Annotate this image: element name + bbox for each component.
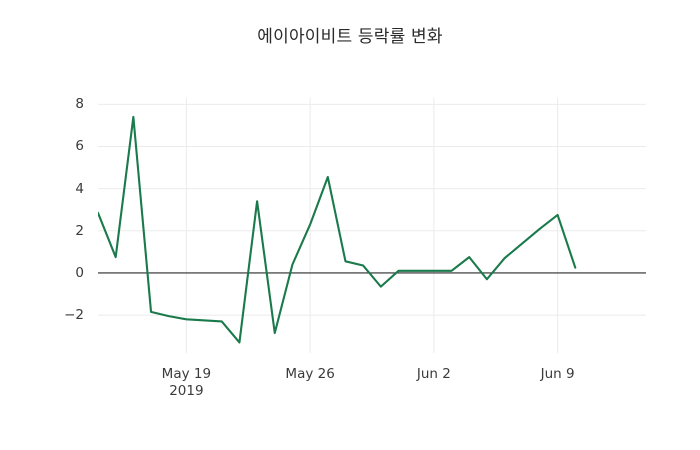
y-axis-tick-label: −2 bbox=[64, 307, 84, 324]
chart-title: 에이아이비트 등락률 변화 bbox=[257, 27, 443, 47]
y-axis-tick-label: 6 bbox=[75, 138, 84, 155]
x-axis-tick-label: May 19 2019 bbox=[161, 366, 212, 399]
y-axis-tick-label: 0 bbox=[75, 264, 84, 281]
y-axis-tick-label: 8 bbox=[75, 96, 84, 113]
x-axis-tick-label: May 26 bbox=[285, 366, 335, 382]
x-axis-tick-label: Jun 9 bbox=[540, 366, 575, 382]
plot-area bbox=[98, 98, 646, 353]
line-chart-svg bbox=[98, 98, 646, 353]
y-axis-tick-label: 2 bbox=[75, 222, 84, 239]
gridlines bbox=[98, 98, 646, 353]
data-line-series bbox=[98, 115, 577, 344]
x-axis-tick-label: Jun 2 bbox=[416, 366, 451, 382]
y-axis-tick-label: 4 bbox=[75, 180, 84, 197]
